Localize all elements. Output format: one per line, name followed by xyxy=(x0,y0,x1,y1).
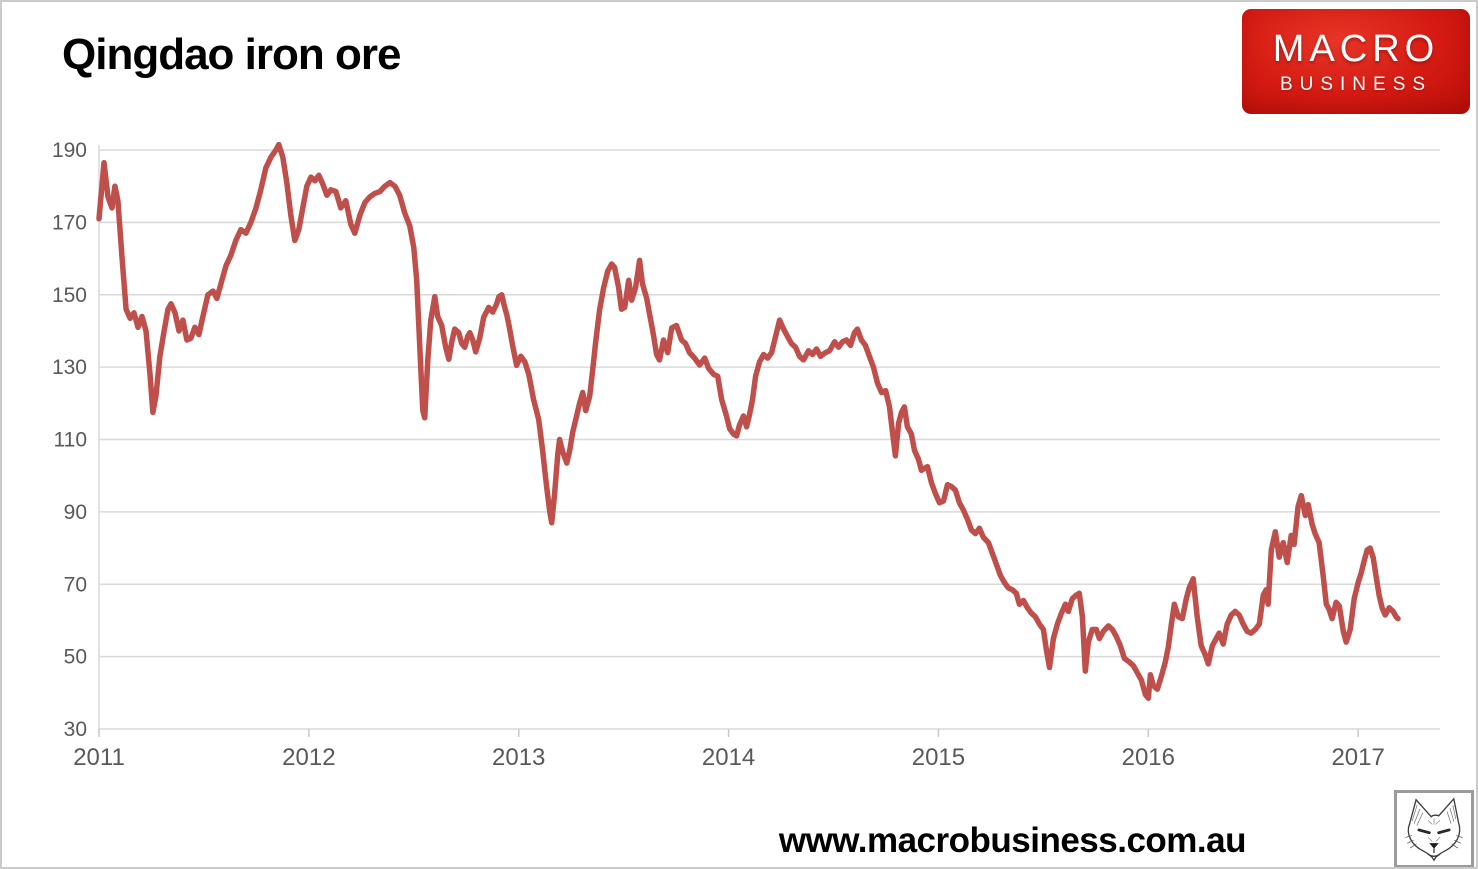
macrobusiness-logo: MACRO BUSINESS xyxy=(1242,9,1470,114)
y-tick-label: 70 xyxy=(64,573,87,596)
chart-title: Qingdao iron ore xyxy=(62,30,401,79)
y-tick-label: 110 xyxy=(54,429,87,452)
y-tick-label: 90 xyxy=(64,501,87,524)
y-tick-label: 130 xyxy=(52,356,87,379)
x-tick-label: 2014 xyxy=(702,744,755,771)
logo-text-business: BUSINESS xyxy=(1279,73,1433,95)
x-tick-label: 2015 xyxy=(912,744,965,771)
y-tick-label: 170 xyxy=(52,211,87,234)
x-tick-label: 2016 xyxy=(1122,744,1175,771)
website-url: www.macrobusiness.com.au xyxy=(778,821,1247,860)
x-tick-label: 2017 xyxy=(1331,744,1384,771)
x-tick-label: 2011 xyxy=(73,744,125,771)
y-tick-label: 150 xyxy=(52,284,87,307)
y-tick-label: 50 xyxy=(64,646,87,669)
y-tick-label: 30 xyxy=(64,718,87,741)
x-tick-label: 2012 xyxy=(282,744,335,771)
fox-sketch-icon xyxy=(1405,797,1463,862)
y-tick-label: 190 xyxy=(52,139,87,162)
fox-logo-box xyxy=(1394,790,1474,867)
x-tick-label: 2013 xyxy=(492,744,545,771)
price-line xyxy=(96,141,1401,701)
logo-text-macro: MACRO xyxy=(1272,27,1440,70)
